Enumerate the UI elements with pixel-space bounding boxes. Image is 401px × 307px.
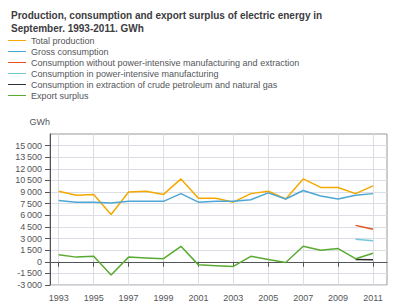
svg-text:10 500: 10 500: [15, 175, 42, 185]
svg-text:2005: 2005: [258, 293, 278, 303]
svg-text:3 000: 3 000: [20, 234, 42, 244]
svg-text:Production, consumption and ex: Production, consumption and export surpl…: [11, 10, 322, 21]
svg-text:6 000: 6 000: [20, 210, 42, 220]
svg-text:2007: 2007: [293, 293, 313, 303]
svg-text:GWh: GWh: [29, 117, 50, 127]
svg-text:4 500: 4 500: [20, 222, 42, 232]
svg-text:9 000: 9 000: [20, 187, 42, 197]
svg-text:Consumption in extraction of c: Consumption in extraction of crude petro…: [31, 80, 278, 90]
svg-text:15 000: 15 000: [15, 141, 42, 151]
svg-text:-3 000: -3 000: [17, 280, 42, 290]
svg-text:13 500: 13 500: [15, 152, 42, 162]
svg-text:2003: 2003: [223, 293, 243, 303]
svg-text:Export surplus: Export surplus: [31, 91, 89, 101]
svg-text:1995: 1995: [84, 293, 104, 303]
svg-text:Consumption in power-intensive: Consumption in power-intensive manufactu…: [31, 69, 219, 79]
svg-text:Gross consumption: Gross consumption: [31, 47, 109, 57]
svg-text:Consumption without power-inte: Consumption without power-intensive manu…: [31, 58, 299, 68]
svg-text:12 000: 12 000: [15, 164, 42, 174]
svg-text:-1 500: -1 500: [17, 268, 42, 278]
svg-text:1 500: 1 500: [20, 245, 42, 255]
svg-text:2011: 2011: [363, 293, 382, 303]
svg-text:1997: 1997: [119, 293, 139, 303]
svg-text:September. 1993-2011. GWh: September. 1993-2011. GWh: [11, 23, 144, 34]
svg-text:7 500: 7 500: [20, 199, 42, 209]
svg-text:1999: 1999: [153, 293, 173, 303]
svg-text:Total production: Total production: [31, 36, 95, 46]
svg-text:2009: 2009: [328, 293, 348, 303]
svg-text:0: 0: [37, 257, 42, 267]
svg-text:1993: 1993: [49, 293, 69, 303]
svg-text:2001: 2001: [188, 293, 208, 303]
